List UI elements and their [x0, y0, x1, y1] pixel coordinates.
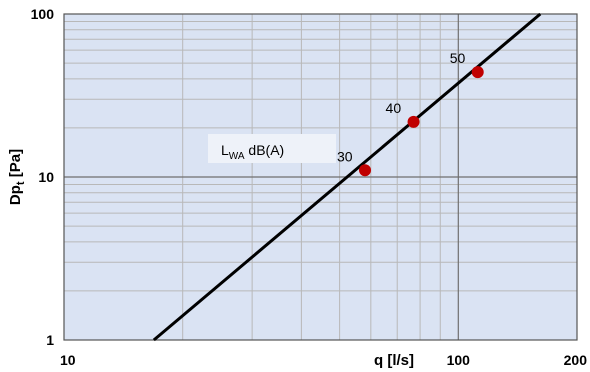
y-axis-label: Dpt [Pa]	[7, 149, 27, 205]
data-point-30	[359, 164, 372, 177]
legend-label: LWA dB(A)	[221, 142, 284, 162]
y-tick-label: 100	[31, 6, 55, 22]
x-tick-labels: 10 100 200	[60, 352, 587, 368]
x-axis-label: q [l/s]	[374, 352, 414, 369]
y-axis-label-unit: [Pa]	[7, 149, 24, 182]
y-tick-labels: 1 10 100	[31, 6, 55, 348]
y-tick-label: 1	[46, 332, 54, 348]
data-point-label-50: 50	[450, 50, 466, 66]
major-gridlines	[64, 14, 577, 340]
minor-gridlines-y	[64, 20, 577, 292]
legend-rest: dB(A)	[245, 142, 285, 158]
data-points: 30 40 50	[337, 50, 484, 177]
legend-subscript: WA	[229, 151, 245, 162]
x-tick-label: 10	[60, 352, 76, 368]
y-axis-label-main: Dp	[7, 185, 24, 205]
y-tick-label: 10	[38, 169, 54, 185]
data-point-40	[407, 115, 420, 128]
plot-border	[63, 13, 578, 341]
data-point-label-30: 30	[337, 148, 353, 164]
x-tick-label: 100	[447, 352, 471, 368]
y-axis-label-subscript: t	[15, 181, 27, 185]
data-point-50	[471, 66, 484, 79]
data-point-label-40: 40	[386, 100, 402, 116]
legend-box	[208, 134, 336, 163]
legend-main: L	[221, 142, 229, 158]
legend: LWA dB(A)	[208, 134, 336, 163]
x-tick-label: 200	[564, 352, 588, 368]
